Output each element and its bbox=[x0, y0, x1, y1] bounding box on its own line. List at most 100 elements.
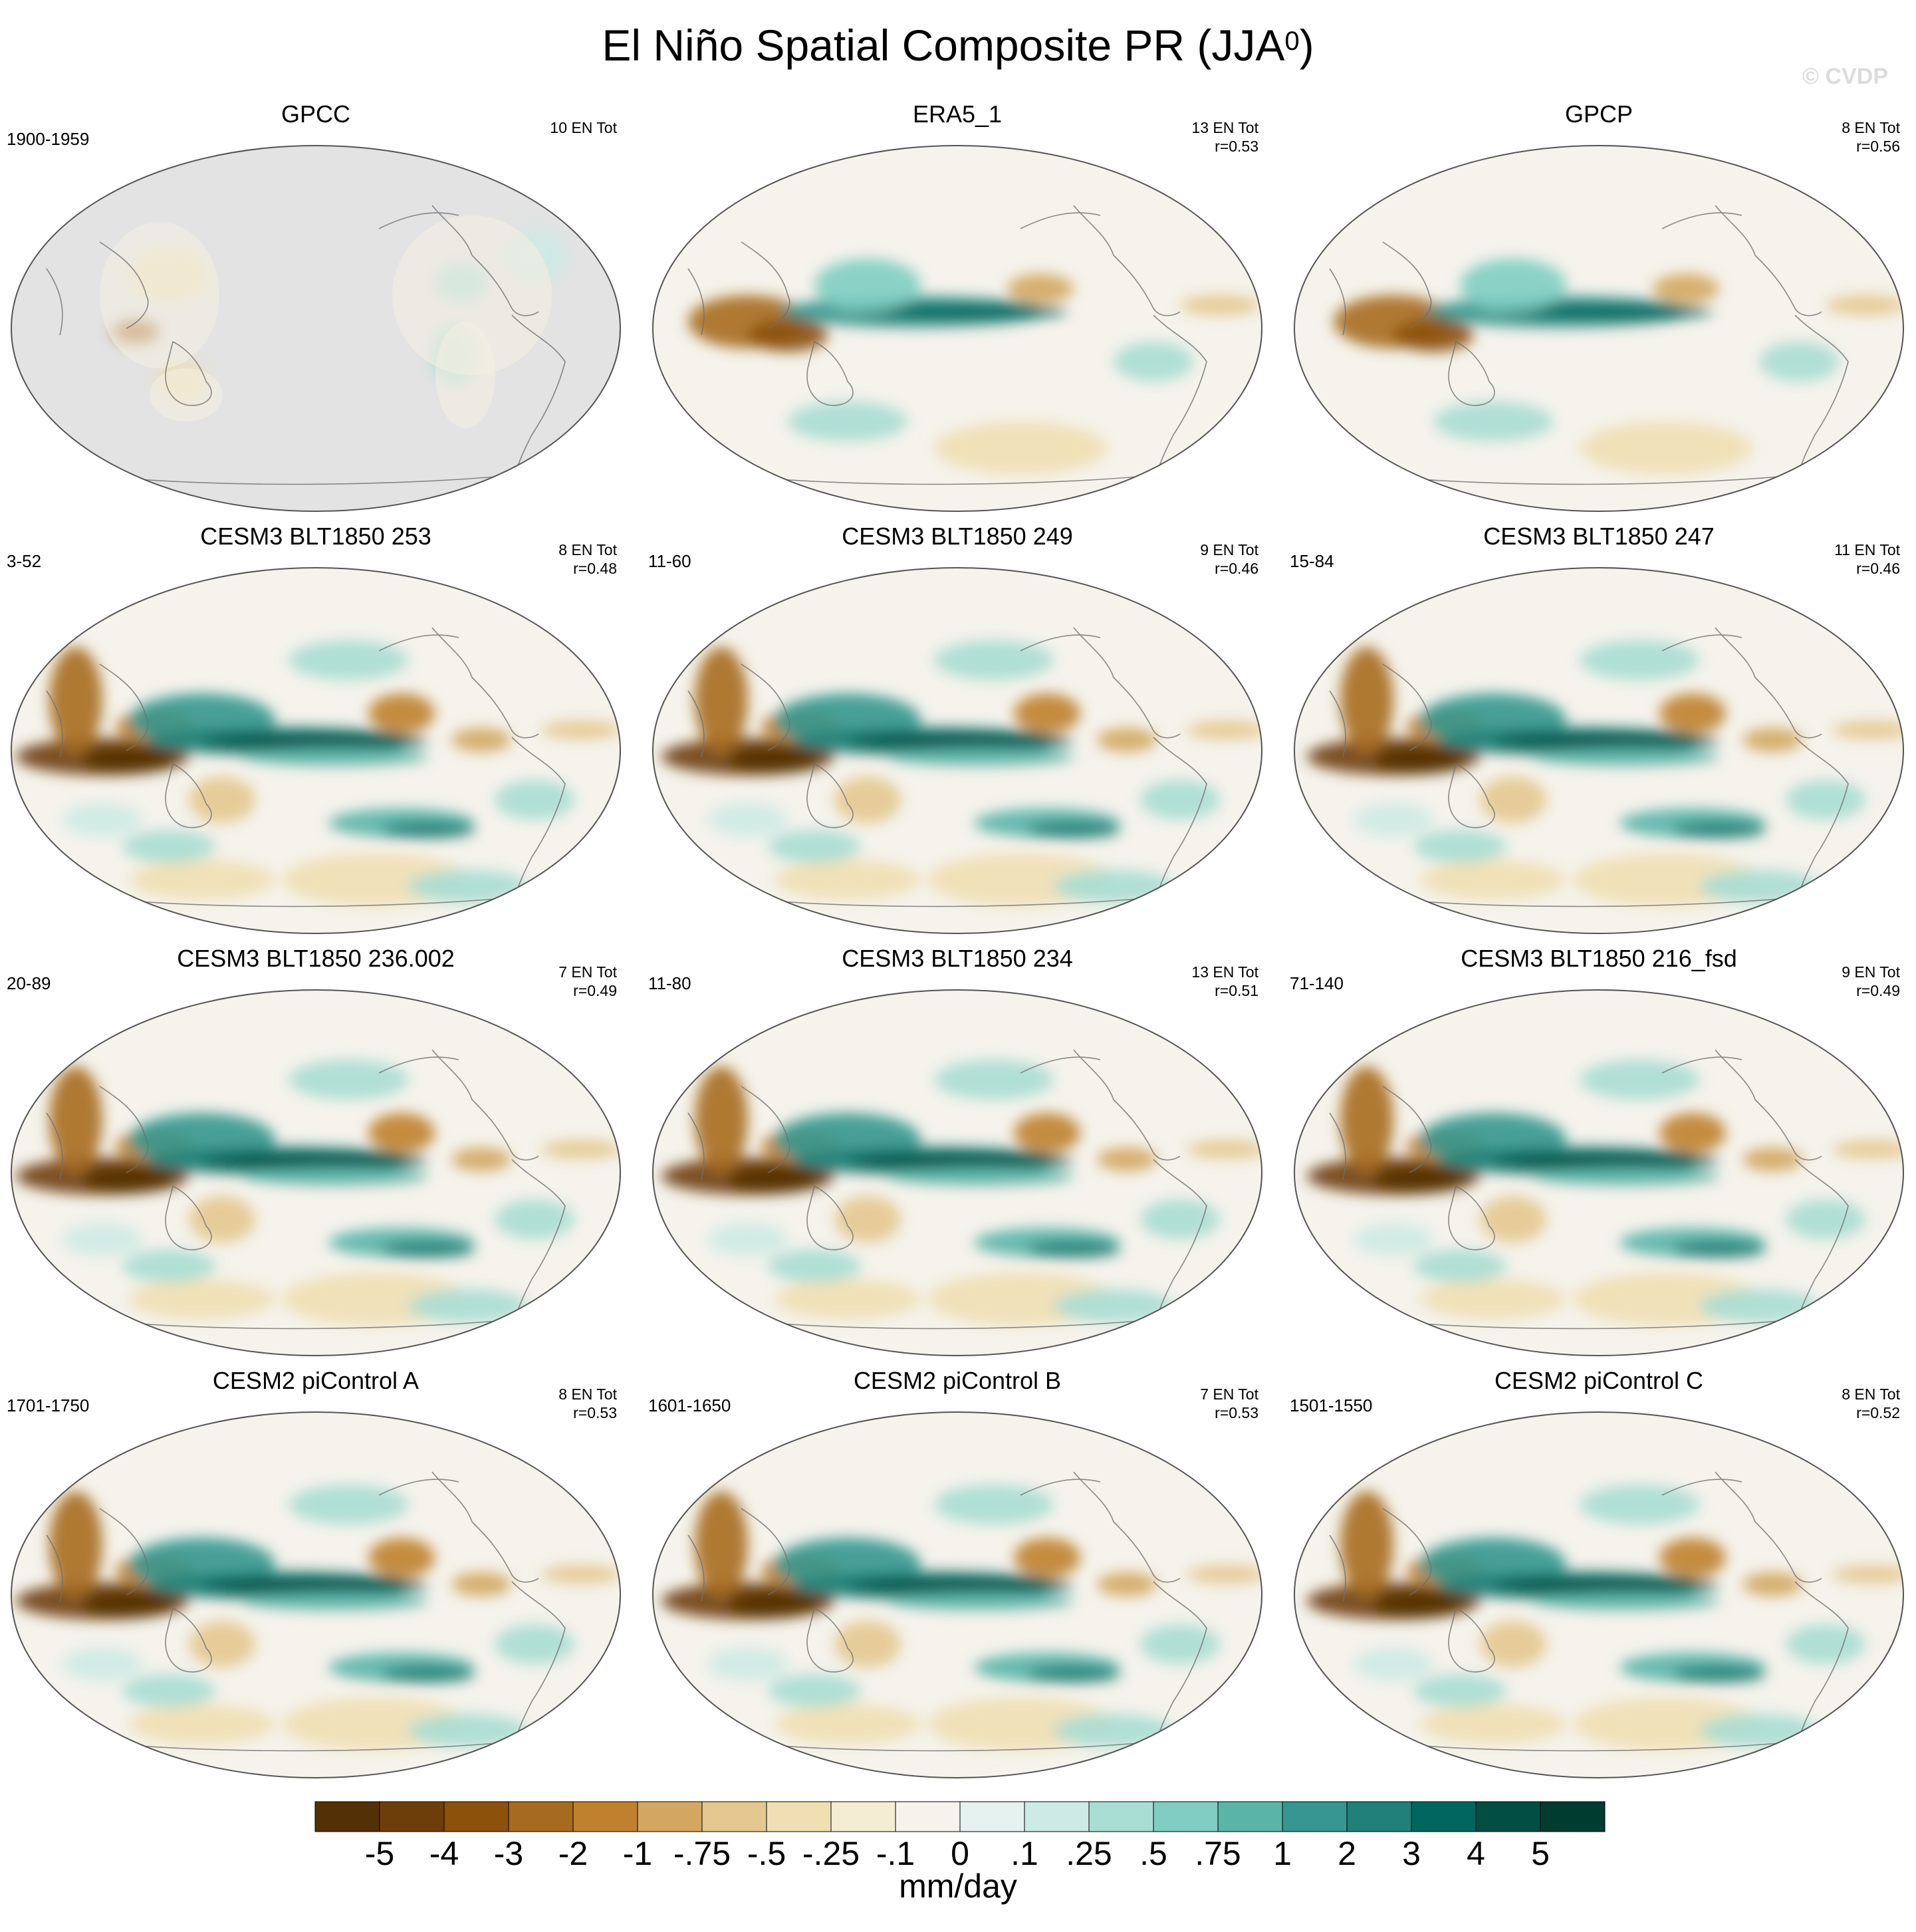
anomaly-blob bbox=[129, 1279, 275, 1319]
coastline bbox=[1153, 1581, 1207, 1742]
land-coverage bbox=[392, 215, 552, 375]
panel-title: CESM3 BLT1850 247 bbox=[1483, 523, 1715, 550]
colorbar-swatch bbox=[1282, 1801, 1348, 1832]
world-map bbox=[652, 145, 1263, 512]
anomaly-blob bbox=[834, 1196, 901, 1243]
coastline bbox=[99, 241, 149, 329]
coastline bbox=[1073, 1471, 1181, 1583]
colorbar-swatch bbox=[637, 1801, 703, 1832]
coastline bbox=[1073, 205, 1181, 316]
panel-event-count: 8 EN Tot bbox=[558, 1386, 617, 1403]
coastline bbox=[687, 1112, 705, 1180]
anomaly-blob bbox=[1097, 1147, 1157, 1171]
anomaly-blob bbox=[1480, 777, 1546, 823]
anomaly-blob bbox=[768, 1249, 861, 1282]
panel-event-count: 13 EN Tot bbox=[1191, 119, 1258, 136]
anomaly-blob bbox=[451, 1572, 511, 1596]
precip-anomalies bbox=[1334, 259, 1903, 475]
colorbar-tick-label: .1 bbox=[1011, 1835, 1038, 1872]
map-field bbox=[11, 568, 620, 933]
anomaly-blob bbox=[242, 1592, 428, 1610]
anomaly-blob bbox=[1580, 640, 1699, 680]
coastline bbox=[511, 314, 566, 475]
panel-years: 15-84 bbox=[1290, 551, 1334, 571]
anomaly-blob bbox=[708, 803, 788, 836]
colorbar-tick-label: 5 bbox=[1531, 1835, 1550, 1872]
panel-stats: 13 EN Tot r=0.53 bbox=[1191, 118, 1258, 156]
anomaly-blob bbox=[541, 721, 620, 739]
map-panel-era5: ERA5_1 13 EN Tot r=0.53 bbox=[648, 100, 1266, 512]
anomaly-blob bbox=[202, 1578, 428, 1594]
panel-correlation: r=0.52 bbox=[1856, 1404, 1900, 1421]
anomaly-blob bbox=[1413, 1674, 1506, 1707]
colorbar-tick-label: 3 bbox=[1402, 1835, 1421, 1872]
map-field bbox=[1294, 568, 1903, 933]
coastline bbox=[431, 1049, 539, 1161]
coastline bbox=[1715, 627, 1822, 739]
anomaly-blob bbox=[541, 1140, 620, 1159]
anomaly-blob bbox=[82, 1591, 176, 1618]
anomaly-blob bbox=[788, 402, 907, 441]
coastline bbox=[1020, 1479, 1101, 1496]
coastline bbox=[46, 1534, 63, 1602]
anomaly-blob bbox=[775, 860, 921, 900]
anomaly-blob bbox=[1393, 318, 1473, 352]
coastline bbox=[806, 340, 854, 406]
anomaly-blob bbox=[1097, 728, 1157, 752]
coastline bbox=[431, 1471, 539, 1583]
anomaly-blob bbox=[1140, 780, 1220, 820]
coastline bbox=[1020, 634, 1101, 652]
coastline bbox=[1073, 627, 1181, 739]
anomaly-blob bbox=[62, 1647, 142, 1681]
figure-title-superscript: 0 bbox=[1284, 27, 1300, 56]
figure-title-text: El Niño Spatial Composite PR (JJA bbox=[602, 21, 1285, 70]
map-field bbox=[1294, 990, 1903, 1356]
panel-event-count: 9 EN Tot bbox=[1200, 541, 1258, 558]
map-outline bbox=[1293, 145, 1905, 512]
anomaly-blob bbox=[382, 821, 475, 838]
coastline bbox=[1661, 212, 1742, 229]
colorbar-tick-label: 2 bbox=[1338, 1835, 1356, 1872]
coastline bbox=[1715, 1049, 1822, 1161]
panel-correlation: r=0.51 bbox=[1215, 982, 1258, 999]
anomaly-blob bbox=[242, 1167, 428, 1185]
panel-event-count: 7 EN Tot bbox=[558, 963, 617, 981]
anomaly-blob bbox=[122, 830, 215, 863]
panel-title: CESM3 BLT1850 249 bbox=[842, 523, 1073, 550]
colorbar-swatch bbox=[959, 1801, 1025, 1832]
anomaly-blob bbox=[1340, 1491, 1393, 1598]
anomaly-blob bbox=[934, 422, 1107, 475]
coastline bbox=[741, 1508, 790, 1596]
anomaly-blob bbox=[1354, 1647, 1433, 1681]
precip-anomalies bbox=[661, 1485, 1262, 1751]
panel-years: 71-140 bbox=[1290, 973, 1344, 993]
anomaly-blob bbox=[1533, 747, 1719, 766]
anomaly-blob bbox=[1014, 1113, 1080, 1153]
anomaly-blob bbox=[728, 1166, 821, 1193]
map-panel-cesm3-216-fsd: CESM3 BLT1850 216_fsd 71-140 9 EN Tot r=0… bbox=[1290, 944, 1908, 1356]
colorbar-tick-label: -.75 bbox=[673, 1835, 731, 1872]
panel-event-count: 7 EN Tot bbox=[1200, 1386, 1258, 1403]
coastline bbox=[1715, 205, 1822, 316]
anomaly-blob bbox=[62, 1223, 142, 1256]
coastline bbox=[741, 241, 790, 329]
anomaly-blob bbox=[382, 1241, 475, 1258]
anomaly-blob bbox=[1340, 647, 1393, 753]
anomaly-blob bbox=[888, 747, 1074, 766]
map-field bbox=[11, 1412, 620, 1778]
anomaly-blob bbox=[695, 647, 748, 753]
anomaly-blob bbox=[1673, 1665, 1766, 1683]
coastline bbox=[1448, 763, 1495, 828]
coastline bbox=[1382, 664, 1432, 751]
anomaly-blob bbox=[1027, 1665, 1120, 1683]
coastline bbox=[1153, 737, 1207, 898]
anomaly-blob bbox=[1354, 1223, 1433, 1256]
anomaly-blob bbox=[848, 1153, 1074, 1169]
map-field bbox=[653, 146, 1262, 511]
world-map bbox=[652, 567, 1263, 934]
panel-stats: 10 EN Tot bbox=[550, 118, 617, 137]
coastline bbox=[1329, 1534, 1346, 1602]
anomaly-blob bbox=[368, 1538, 435, 1578]
coastline bbox=[1020, 212, 1101, 229]
coastline bbox=[1153, 1159, 1207, 1320]
